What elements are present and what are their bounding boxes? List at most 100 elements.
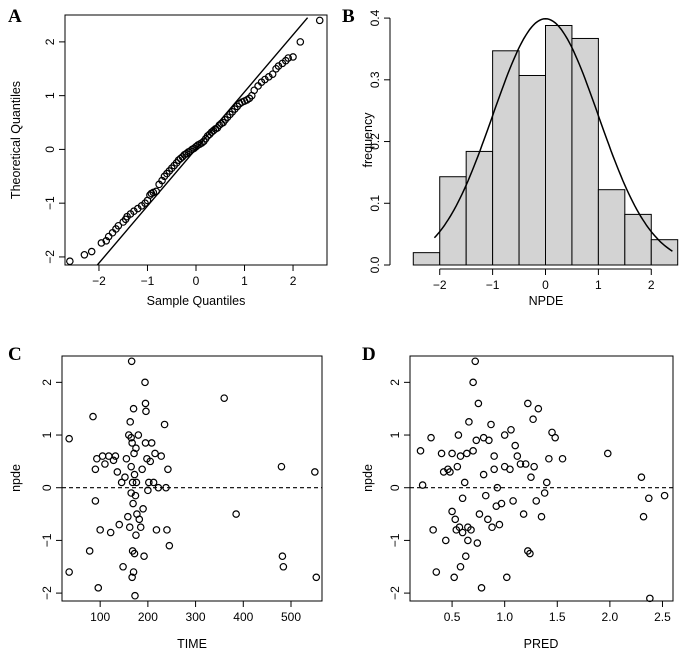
- panel-c-point: [127, 433, 135, 442]
- panel-d-point: [497, 499, 506, 508]
- panel-a-xtick-label-0: −2: [92, 274, 106, 288]
- panel-c-point: [128, 573, 136, 582]
- panel-c-point: [141, 378, 149, 387]
- panel-letter-d: D: [362, 344, 376, 365]
- panel-d-point: [506, 465, 514, 474]
- panel-d-point: [461, 552, 470, 561]
- panel-c-point: [162, 483, 170, 492]
- panel-b-bar-7: [597, 189, 626, 266]
- panel-b: B −2 −1 0 1 2 0.0 0.1 0.2 0.3 0.4 NPDE frequency: [342, 6, 679, 308]
- panel-d-point: [526, 549, 534, 558]
- panel-c-point: [126, 418, 135, 426]
- panel-b-bar-9: [650, 239, 679, 266]
- panel-c-point: [91, 465, 100, 474]
- panel-c-point: [91, 497, 100, 505]
- panel-d-ytick-label-4: 2: [388, 379, 402, 386]
- panel-d-point: [545, 454, 553, 463]
- panel-c-point: [117, 478, 126, 487]
- panel-c-point: [138, 465, 146, 474]
- panel-c-point: [145, 478, 153, 487]
- panel-c-point: [115, 520, 124, 529]
- panel-c-point: [129, 404, 138, 413]
- panel-d-point: [485, 436, 493, 445]
- panel-c-point: [165, 541, 174, 550]
- panel-d-point: [537, 512, 546, 521]
- panel-c-point: [121, 473, 129, 481]
- panel-c-ytick-label-4: 2: [40, 379, 54, 386]
- panel-a-marks: −2 −1 0 1 2 −2 −1 0 1 2: [43, 16, 324, 288]
- panel-c-point: [163, 526, 171, 534]
- panel-c-xtick-label-1: 200: [138, 610, 158, 624]
- panel-c-point: [131, 491, 140, 500]
- panel-d-point: [660, 491, 669, 500]
- panel-c-point: [147, 439, 156, 447]
- panel-d-point: [441, 536, 450, 545]
- panel-c-point: [106, 528, 115, 537]
- panel-b-xtick-label-1: −1: [486, 278, 500, 292]
- panel-c-point: [132, 444, 140, 453]
- panel-d-point: [463, 449, 471, 458]
- panel-letter-c: C: [8, 344, 22, 365]
- panel-c-point: [134, 431, 143, 439]
- panel-c-ytick-label-0: −2: [40, 586, 54, 600]
- panel-b-ytick-label-2: 0.2: [368, 133, 382, 150]
- panel-a-xtick-label-4: 2: [290, 274, 297, 288]
- panel-a-point: [289, 53, 297, 61]
- panel-c-point: [277, 462, 286, 471]
- panel-a-ytick-label-4: 2: [43, 38, 57, 45]
- panel-d-point: [637, 473, 646, 481]
- panel-c-point: [128, 478, 137, 487]
- panel-d-point: [450, 573, 458, 582]
- panel-a-point: [102, 237, 111, 245]
- panel-c-point: [111, 452, 120, 460]
- panel-b-density-curve: [433, 17, 673, 252]
- panel-d-point: [513, 452, 522, 460]
- panel-b-marks: −2 −1 0 1 2 0.0 0.1 0.2 0.3 0.4: [368, 9, 679, 292]
- panel-d-point: [603, 449, 612, 458]
- panel-a-ytick-label-2: 0: [43, 146, 57, 153]
- panel-c-point: [127, 462, 135, 471]
- panel-c-point: [144, 486, 152, 495]
- panel-letter-a: A: [8, 6, 22, 27]
- panel-c-ytick-label-1: −1: [40, 533, 54, 547]
- panel-c-point: [98, 452, 107, 460]
- panel-d-point: [469, 447, 477, 455]
- panel-c-point: [141, 439, 150, 447]
- panel-d-point: [530, 462, 538, 471]
- panel-c-xtick-label-3: 400: [233, 610, 253, 624]
- panel-d-ytick-label-0: −2: [388, 586, 402, 600]
- panel-d-point: [464, 536, 472, 545]
- panel-c-point: [141, 399, 150, 408]
- panel-d-point: [469, 378, 477, 387]
- panel-c-point: [128, 439, 136, 447]
- panel-a-point: [315, 16, 324, 25]
- panel-c-point: [119, 562, 127, 571]
- panel-d-xtick-label-0: 0.5: [444, 610, 461, 624]
- panel-d-point: [484, 515, 492, 524]
- panel-a-ytick-label-1: −1: [43, 196, 57, 210]
- panel-c-ytick-label-3: 1: [40, 431, 54, 438]
- panel-letter-b: B: [342, 6, 355, 27]
- panel-c-xtick-label-0: 100: [90, 610, 110, 624]
- panel-d-point: [446, 468, 454, 476]
- panel-a-ylabel: Theoretical Quantiles: [9, 81, 23, 199]
- panel-c-point: [152, 526, 161, 534]
- panel-c-point: [142, 407, 150, 416]
- panel-d-point: [551, 433, 559, 442]
- panel-d-xlabel: PRED: [524, 637, 559, 651]
- panel-c-point: [140, 552, 148, 561]
- panel-a-point: [80, 250, 89, 259]
- panel-d-point: [507, 425, 515, 434]
- panel-b-ytick-label-0: 0.0: [368, 256, 382, 273]
- panel-c-point: [151, 449, 159, 458]
- panel-a-xtick-label-3: 1: [241, 274, 248, 288]
- panel-c-point: [146, 457, 155, 466]
- panel-a-xtick-label-1: −1: [141, 274, 155, 288]
- panel-a-ytick-label-3: 1: [43, 92, 57, 99]
- panel-c: C 100 200 300 400 500 −2 −1 0 1 2 TIME npde: [8, 344, 323, 651]
- panel-c-point: [122, 454, 131, 463]
- panel-c-point: [109, 456, 118, 465]
- panel-c-point: [136, 523, 145, 532]
- panel-b-xlabel: NPDE: [529, 294, 564, 308]
- panel-d-point: [465, 418, 473, 426]
